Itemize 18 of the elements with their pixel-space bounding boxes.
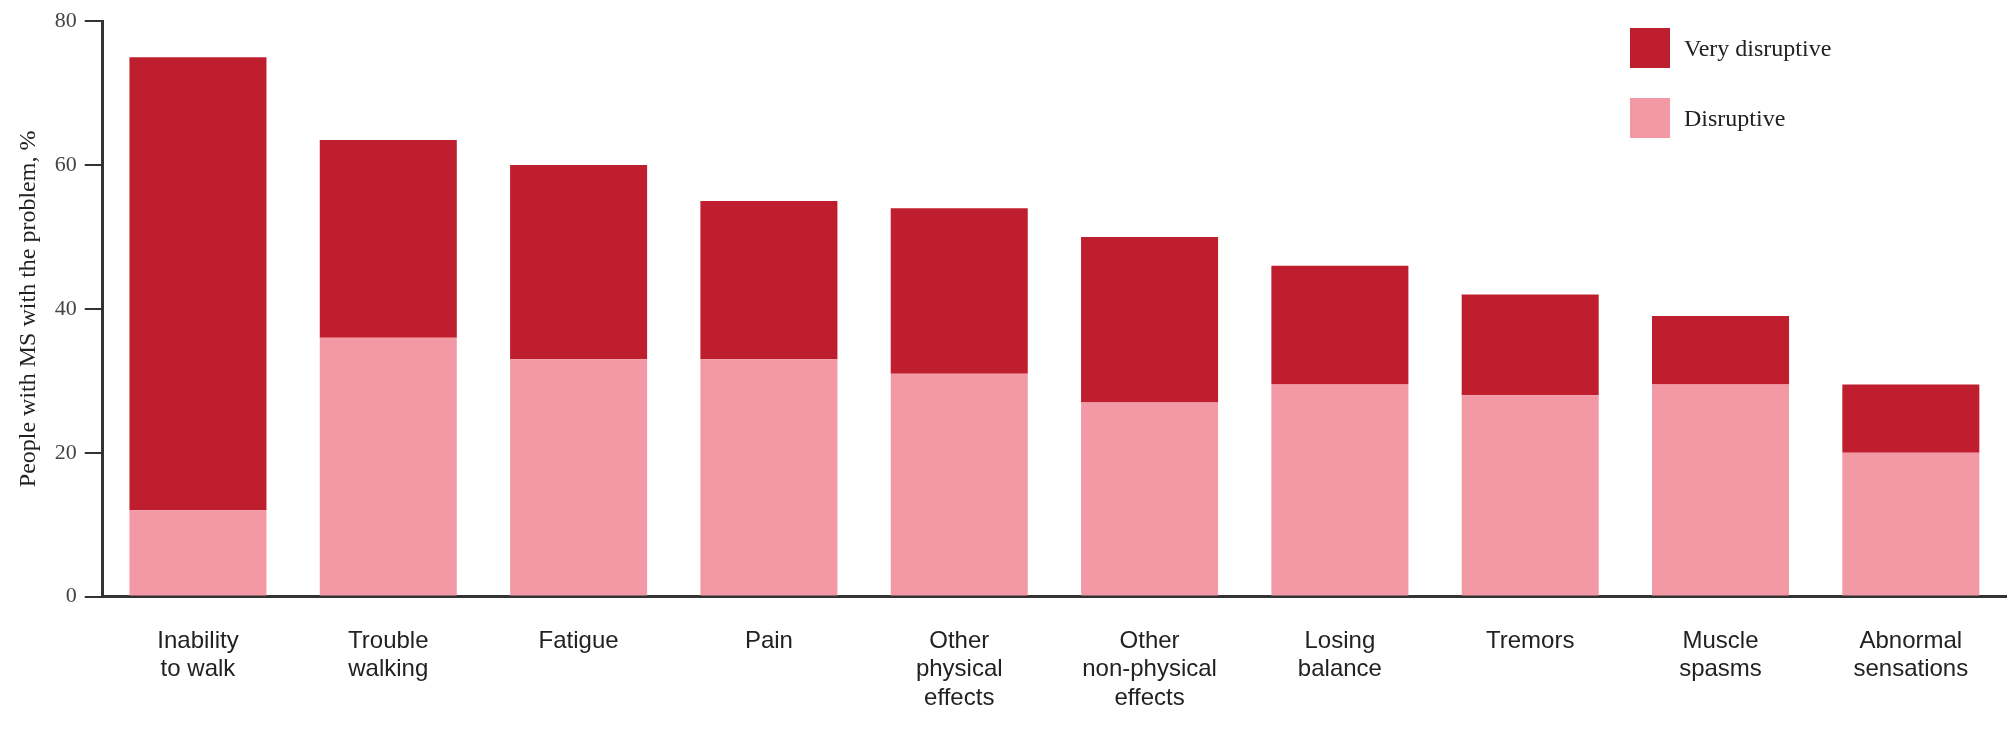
x-tick-label: Tremors bbox=[1485, 625, 1575, 653]
x-tick-label: Trouble walking bbox=[347, 625, 429, 682]
x-tick-label: Abnormal sensations bbox=[1853, 625, 1969, 682]
y-tick-label: 60 bbox=[54, 150, 77, 176]
y-tick-label: 0 bbox=[65, 582, 77, 608]
y-tick-label: 40 bbox=[54, 294, 77, 320]
x-tick-label: Other physical effects bbox=[915, 625, 1003, 711]
legend-label: Very disruptive bbox=[1684, 34, 1832, 62]
x-tick-label: Inability to walk bbox=[157, 625, 239, 682]
legend-label: Disruptive bbox=[1684, 104, 1786, 132]
y-tick-label: 80 bbox=[54, 6, 77, 32]
y-axis-title: People with MS with the problem, % bbox=[13, 130, 40, 488]
x-tick-label: Other non-physical effects bbox=[1082, 625, 1217, 711]
x-tick-label: Losing balance bbox=[1297, 625, 1382, 682]
y-tick-label: 20 bbox=[54, 438, 77, 464]
x-tick-label: Fatigue bbox=[538, 625, 619, 653]
x-tick-label: Pain bbox=[744, 625, 793, 653]
x-tick-label: Muscle spasms bbox=[1679, 625, 1762, 682]
